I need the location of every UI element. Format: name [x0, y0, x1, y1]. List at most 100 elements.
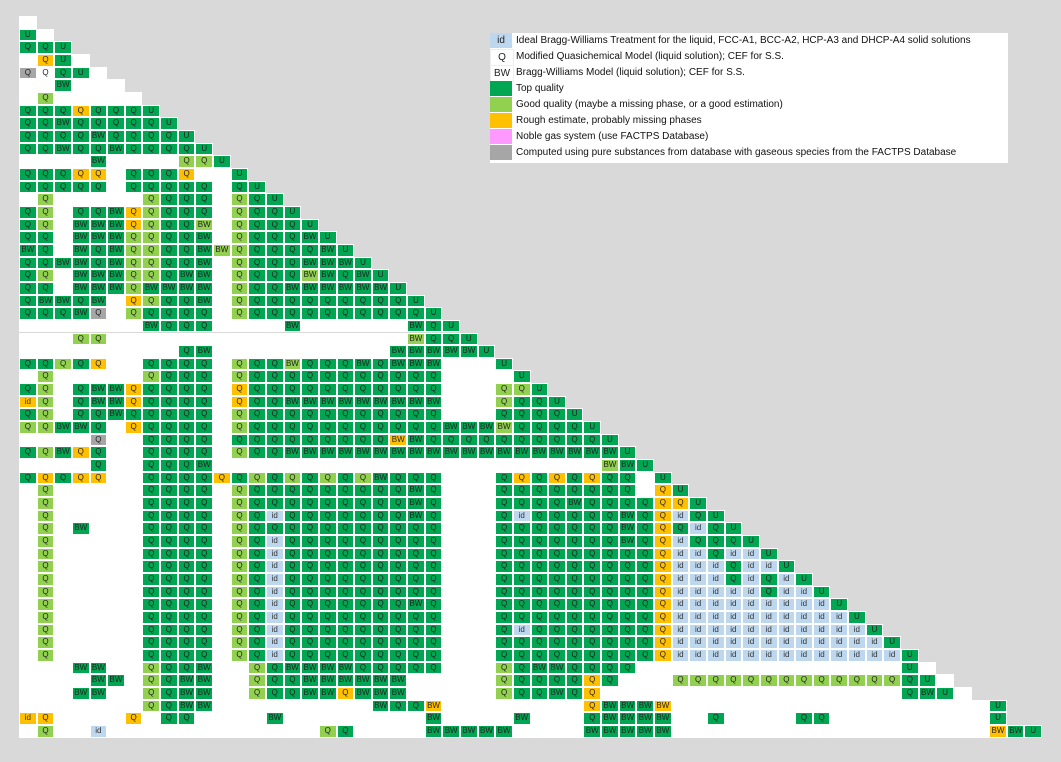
empty-cell[interactable] [689, 724, 707, 738]
system-cell[interactable]: BW [283, 446, 302, 460]
system-cell[interactable]: BW [107, 205, 125, 219]
system-cell[interactable]: id [265, 649, 284, 662]
empty-cell[interactable] [442, 370, 460, 384]
system-cell[interactable]: Q [36, 307, 55, 320]
system-cell[interactable]: BW [89, 129, 108, 143]
system-cell[interactable]: Q [336, 433, 355, 447]
empty-cell[interactable] [442, 408, 460, 422]
system-cell[interactable]: Q [230, 231, 249, 244]
system-cell[interactable]: Q [248, 674, 266, 687]
system-cell[interactable]: BW [371, 686, 390, 700]
empty-cell[interactable] [460, 699, 478, 713]
system-cell[interactable]: Q [354, 307, 372, 320]
empty-cell[interactable] [54, 649, 72, 662]
system-cell[interactable]: BW [107, 674, 125, 687]
system-cell[interactable]: BW [71, 231, 90, 244]
system-cell[interactable]: Q [301, 509, 319, 523]
system-cell[interactable]: Q [265, 408, 284, 422]
system-cell[interactable]: BW [336, 446, 355, 460]
system-cell[interactable]: Q [160, 142, 178, 156]
system-cell[interactable]: Q [160, 421, 178, 434]
empty-cell[interactable] [124, 497, 143, 510]
empty-cell[interactable] [124, 724, 143, 738]
empty-cell[interactable] [213, 535, 231, 548]
empty-cell[interactable] [442, 357, 460, 371]
system-cell[interactable]: BW [213, 243, 231, 257]
empty-cell[interactable] [759, 661, 778, 675]
system-cell[interactable]: BW [54, 142, 72, 156]
system-cell[interactable]: BW [71, 218, 90, 232]
system-cell[interactable]: Q [530, 421, 549, 434]
system-cell[interactable]: BW [495, 446, 513, 460]
system-cell[interactable]: Q [565, 674, 584, 687]
system-cell[interactable]: U [706, 509, 725, 523]
system-cell[interactable]: Q [301, 649, 319, 662]
system-cell[interactable]: Q [230, 395, 249, 409]
empty-cell[interactable] [460, 661, 478, 675]
empty-cell[interactable] [460, 497, 478, 510]
system-cell[interactable]: U [901, 661, 919, 675]
system-cell[interactable]: BW [601, 699, 619, 713]
system-cell[interactable]: Q [89, 332, 108, 346]
system-cell[interactable]: Q [336, 357, 355, 371]
system-cell[interactable]: Q [336, 509, 355, 523]
empty-cell[interactable] [54, 193, 72, 206]
system-cell[interactable]: Q [177, 193, 196, 206]
system-cell[interactable]: Q [301, 408, 319, 422]
empty-cell[interactable] [848, 712, 866, 725]
system-cell[interactable]: Q [160, 408, 178, 422]
system-cell[interactable]: BW [654, 724, 672, 738]
system-cell[interactable]: Q [636, 649, 655, 662]
empty-cell[interactable] [460, 535, 478, 548]
system-cell[interactable]: id [671, 573, 690, 586]
system-cell[interactable]: id [777, 623, 796, 637]
system-cell[interactable]: Q [124, 383, 143, 396]
system-cell[interactable]: Q [565, 560, 584, 574]
system-cell[interactable]: Q [36, 281, 55, 295]
system-cell[interactable]: Q [89, 307, 108, 320]
system-cell[interactable]: Q [213, 471, 231, 485]
empty-cell[interactable] [71, 712, 90, 725]
empty-cell[interactable] [336, 345, 355, 358]
system-cell[interactable]: Q [354, 636, 372, 649]
system-cell[interactable]: id [689, 560, 707, 574]
empty-cell[interactable] [213, 724, 231, 738]
system-cell[interactable]: Q [583, 547, 602, 561]
system-cell[interactable]: Q [195, 573, 214, 586]
system-cell[interactable]: Q [583, 585, 602, 599]
system-cell[interactable]: Q [407, 370, 425, 384]
system-cell[interactable]: Q [530, 636, 549, 649]
empty-cell[interactable] [424, 674, 443, 687]
system-cell[interactable]: Q [601, 484, 619, 498]
system-cell[interactable]: Q [371, 484, 390, 498]
empty-cell[interactable] [107, 471, 125, 485]
system-cell[interactable]: Q [654, 497, 672, 510]
system-cell[interactable]: Q [160, 129, 178, 143]
system-cell[interactable]: BW [177, 674, 196, 687]
system-cell[interactable]: Q [230, 294, 249, 308]
system-cell[interactable]: Q [495, 408, 513, 422]
empty-cell[interactable] [19, 699, 37, 713]
system-cell[interactable]: Q [512, 471, 531, 485]
system-cell[interactable]: Q [195, 471, 214, 485]
system-cell[interactable]: Q [318, 357, 337, 371]
system-cell[interactable]: Q [318, 509, 337, 523]
system-cell[interactable]: Q [301, 560, 319, 574]
system-cell[interactable]: Q [424, 522, 443, 536]
empty-cell[interactable] [160, 332, 178, 346]
system-cell[interactable]: Q [424, 598, 443, 612]
system-cell[interactable]: Q [318, 611, 337, 624]
system-cell[interactable]: Q [530, 433, 549, 447]
system-cell[interactable]: Q [512, 421, 531, 434]
system-cell[interactable]: Q [565, 585, 584, 599]
system-cell[interactable]: U [548, 395, 566, 409]
system-cell[interactable]: id [265, 623, 284, 637]
system-cell[interactable]: Q [424, 573, 443, 586]
system-cell[interactable]: id [742, 573, 760, 586]
system-cell[interactable]: BW [548, 686, 566, 700]
system-cell[interactable]: BW [283, 281, 302, 295]
system-cell[interactable]: U [354, 256, 372, 270]
empty-cell[interactable] [283, 459, 302, 472]
empty-cell[interactable] [54, 686, 72, 700]
empty-cell[interactable] [107, 357, 125, 371]
